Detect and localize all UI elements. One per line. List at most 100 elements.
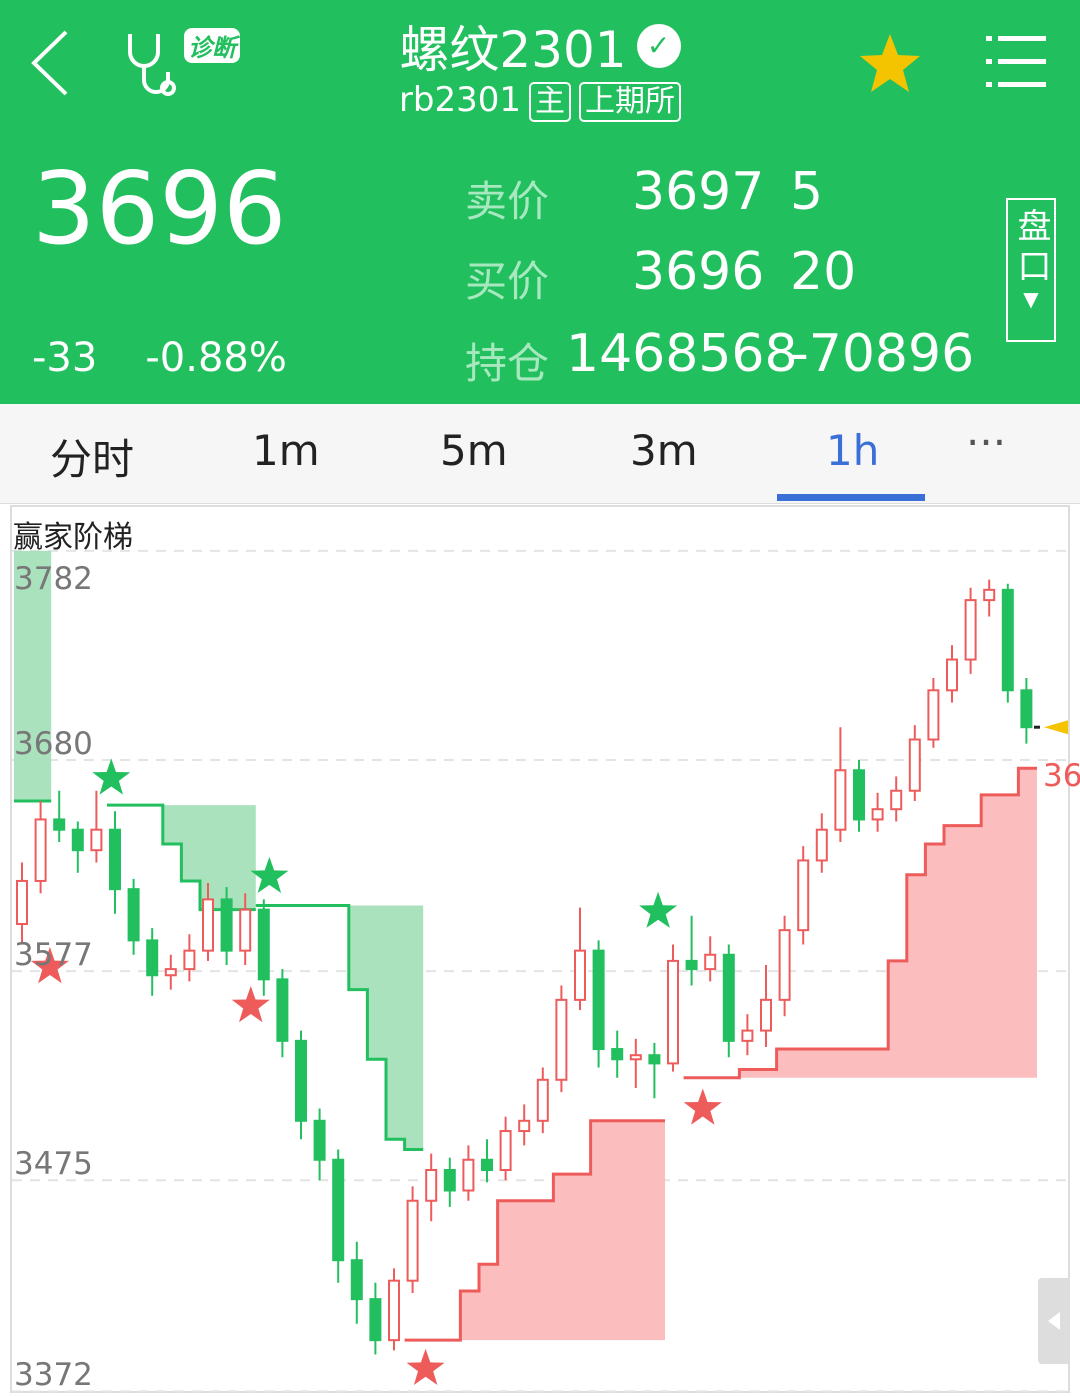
bid-label: 买价 [465,257,550,306]
candle-body [425,1169,438,1202]
change-value: -33 [32,335,98,381]
candle-body [611,1048,624,1061]
buy-signal-star-icon [639,891,678,928]
ladder-line [255,904,424,1151]
candle-body [685,959,698,971]
candle-body [778,929,791,1001]
candle-body [834,769,847,831]
candle-body [908,738,921,792]
tab-3m[interactable]: 3m [630,426,698,475]
candle-body [574,949,586,1001]
candle-body [146,939,159,977]
candle-body [239,908,252,952]
ask-price: 3697 [632,162,765,222]
candle-body [629,1054,642,1061]
tab-timeshare[interactable]: 分时 [50,435,135,484]
caret-left-icon [1048,1312,1060,1330]
ladder-fill [683,768,1037,1078]
buy-signal-star-icon [250,856,289,893]
candle-body [946,658,958,692]
candle-body [592,949,605,1051]
candle-body [983,588,996,602]
candle-body [127,888,140,942]
y-tick-label: 3680 [14,726,93,762]
candle-body [964,599,977,661]
contract-code: rb2301 [398,80,522,120]
candle-body [722,953,735,1042]
candle-body [667,959,679,1065]
candle-body [760,998,772,1032]
candle-body [1001,588,1014,692]
ladder-price-label: 36 [1043,758,1080,794]
bid-volume: 20 [790,242,857,302]
candle-body [332,1158,345,1262]
ladder-line [107,803,256,912]
collapse-panel-button[interactable] [1038,1278,1068,1364]
candle-body [164,968,177,977]
stethoscope-icon [128,34,176,96]
candle-body [815,828,828,862]
tab-1m[interactable]: 1m [252,426,320,475]
candle-body [369,1298,382,1342]
caret-down-icon: ▼ [1023,287,1039,311]
orderbook-label: 盘口 [1011,208,1051,288]
candle-body [443,1169,456,1192]
candle-body [183,949,196,971]
ask-label: 卖价 [465,177,550,226]
candle-body [741,1029,754,1042]
candle-body [34,818,47,882]
orderbook-button[interactable]: 盘口 ▼ [1006,198,1056,342]
candle-body [90,828,103,852]
sell-signal-star-icon [30,947,69,984]
favorite-star-icon[interactable] [858,32,922,94]
candle-body [313,1119,326,1161]
candle-body [481,1158,493,1171]
candle-body [499,1130,512,1172]
quote-header: 诊断 螺纹2301 ✓ rb2301 主上期所 3696 -33 -0.88% 卖价 … [0,0,1080,404]
candle-body [871,808,884,821]
ladder-line [683,766,1037,1080]
more-tabs-button[interactable]: ··· [966,418,1007,467]
diagnose-button[interactable]: 诊断 [122,26,252,102]
change-percent: -0.88% [145,335,287,381]
exchange-tag: 上期所 [579,82,682,122]
last-price: 3696 [32,150,287,267]
open-interest: 1468568 [566,324,798,384]
candle-body [71,828,84,852]
y-tick-label: 3372 [14,1357,93,1394]
candle-body [388,1279,400,1342]
contract-title[interactable]: 螺纹2301 ✓ [0,10,1080,82]
candle-body [555,998,568,1081]
ask-volume: 5 [790,162,824,222]
candle-body [1020,689,1033,729]
tab-1h[interactable]: 1h [826,426,880,475]
sell-signal-star-icon [406,1348,445,1385]
candle-body [350,1259,363,1301]
main-tag: 主 [529,82,572,122]
buy-signal-star-icon [92,758,131,795]
ladder-fill [14,550,52,801]
y-tick-label: 3782 [14,560,93,597]
contract-subtitle: rb2301 主上期所 [0,80,1080,122]
candle-body [109,828,121,891]
candle-body [276,978,289,1042]
menu-icon[interactable] [986,34,1048,90]
candle-body [890,789,903,811]
candle-body [53,818,66,831]
ladder-fill [255,905,424,1150]
title-text: 螺纹2301 [399,21,627,79]
candle-body [927,689,940,741]
candle-body [648,1054,661,1065]
candle-body [257,908,270,981]
dropdown-check-icon[interactable]: ✓ [636,24,681,68]
back-icon[interactable] [28,28,72,98]
tab-5m[interactable]: 5m [440,426,508,475]
candle-body [295,1039,307,1122]
sell-signal-star-icon [231,986,270,1023]
open-interest-label: 持仓 [465,339,550,388]
candle-body [536,1078,549,1122]
price-change: -33 -0.88% [32,335,335,381]
ladder-fill [404,1120,665,1341]
candle-body [704,953,717,971]
